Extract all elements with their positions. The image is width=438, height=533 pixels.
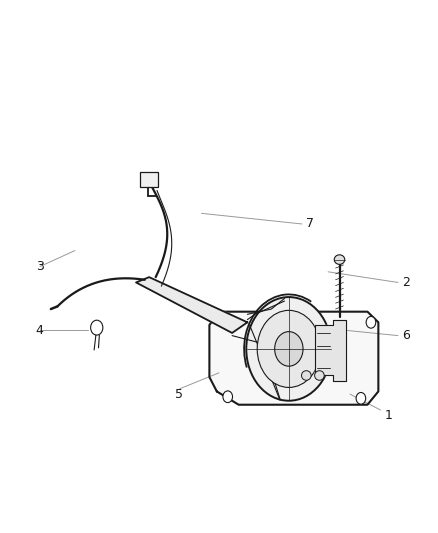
Ellipse shape [257,310,321,387]
Text: 1: 1 [385,409,393,422]
Ellipse shape [314,370,324,380]
Text: 3: 3 [35,260,43,273]
Circle shape [223,391,233,402]
Ellipse shape [301,370,311,380]
Polygon shape [209,312,378,405]
Text: 5: 5 [175,387,184,401]
Text: 6: 6 [403,329,410,342]
Text: 7: 7 [306,217,314,230]
Circle shape [366,317,376,328]
Ellipse shape [275,332,303,366]
Text: 4: 4 [35,324,43,337]
Ellipse shape [334,255,345,264]
Circle shape [356,392,366,404]
Polygon shape [136,277,247,333]
Circle shape [215,314,225,326]
Text: 2: 2 [403,276,410,289]
Polygon shape [315,320,346,381]
Ellipse shape [246,297,332,401]
FancyBboxPatch shape [140,172,158,187]
